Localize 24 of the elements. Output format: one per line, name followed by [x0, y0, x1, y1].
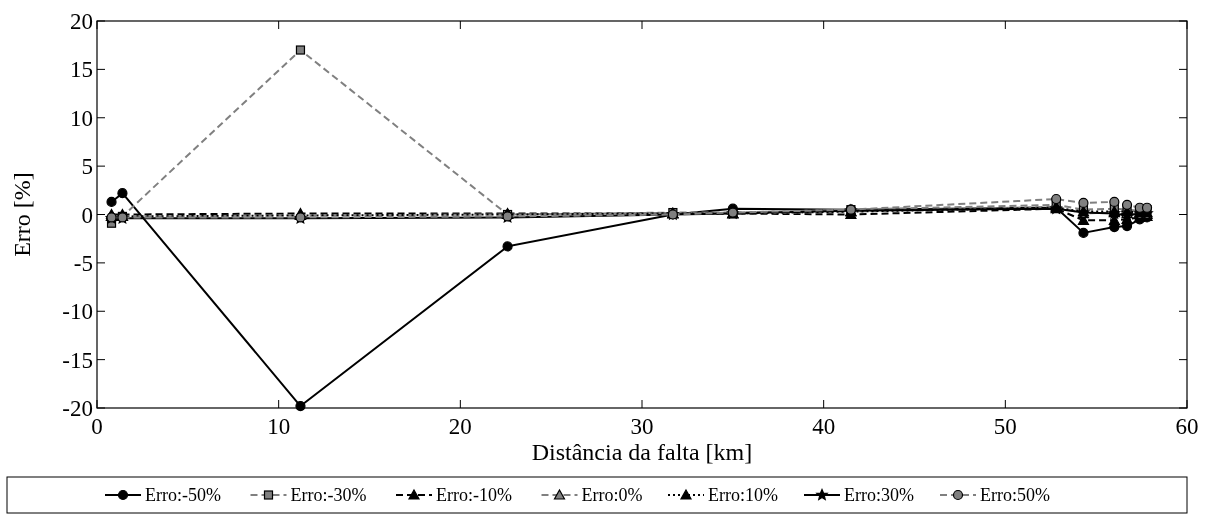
x-tick-label: 30	[630, 414, 654, 439]
x-tick-label: 60	[1175, 414, 1199, 439]
x-axis-title: Distância da falta [km]	[531, 439, 753, 465]
x-tick-label: 50	[993, 414, 1017, 439]
x-tick-label: 20	[448, 414, 472, 439]
y-tick-label: -5	[73, 250, 93, 276]
y-axis-title: Erro [%]	[9, 172, 35, 257]
x-tick-label: 10	[267, 414, 291, 439]
legend-label: Erro:-10%	[436, 485, 512, 506]
legend-label: Erro:-30%	[290, 485, 367, 506]
y-tick-label: -15	[62, 347, 93, 373]
y-tick-label: -10	[62, 299, 93, 325]
y-tick-label: 15	[70, 57, 93, 83]
y-tick-label: 5	[81, 154, 93, 180]
legend-label: Erro:50%	[980, 485, 1050, 506]
legend-label: Erro:0%	[581, 485, 643, 506]
legend-label: Erro:30%	[844, 485, 914, 506]
x-tick-label: 40	[812, 414, 836, 439]
y-tick-label: -20	[62, 396, 93, 422]
y-tick-label: 0	[81, 202, 93, 228]
legend-label: Erro:-50%	[145, 485, 221, 506]
legend-label: Erro:10%	[708, 485, 778, 506]
y-tick-label: 10	[70, 105, 93, 131]
y-tick-label: 20	[70, 9, 93, 35]
